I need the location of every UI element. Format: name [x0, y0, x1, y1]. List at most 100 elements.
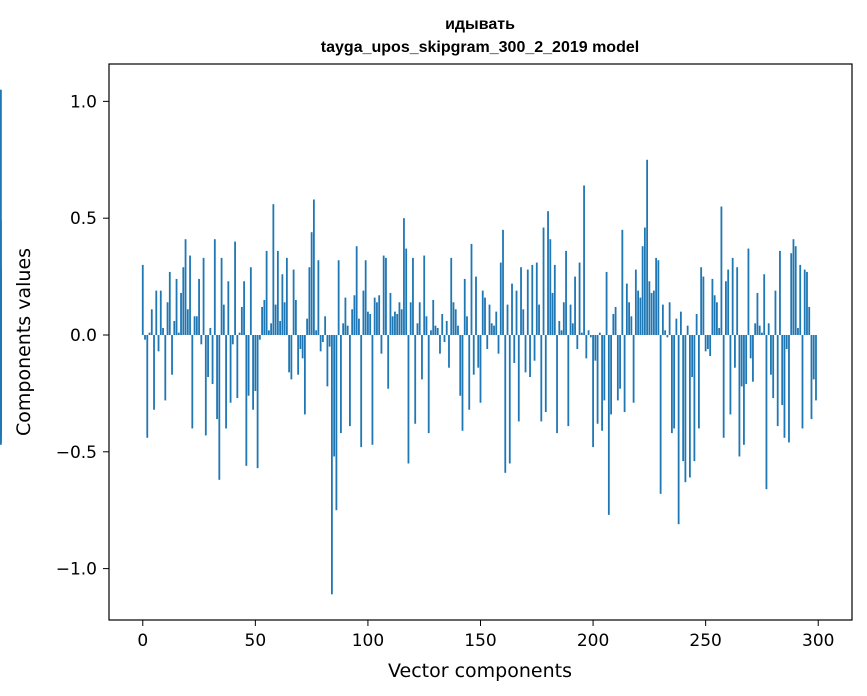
- bar-143: [463, 278, 466, 335]
- y-tick-label-4: 1.0: [70, 92, 97, 112]
- bar-208: [610, 334, 612, 415]
- bar-73: [306, 318, 309, 335]
- bar-295: [806, 271, 808, 335]
- bar-61: [279, 320, 282, 335]
- bar-52: [258, 334, 261, 340]
- bar-219: [634, 269, 637, 335]
- bar-218: [632, 334, 635, 403]
- bar-237: [675, 318, 678, 335]
- bar-110: [389, 292, 392, 335]
- bar-46: [245, 334, 248, 466]
- bar-34: [218, 334, 221, 480]
- x-tick-label-0: 0: [137, 631, 148, 651]
- bar-151: [481, 290, 484, 335]
- bar-259: [725, 281, 727, 335]
- bar-222: [641, 246, 644, 335]
- bar-60: [276, 250, 279, 335]
- bar-115: [400, 309, 403, 335]
- bar-196: [583, 185, 585, 335]
- bar-161: [504, 334, 507, 473]
- bar-252: [709, 334, 712, 357]
- bar-253: [711, 278, 714, 335]
- bar-169: [522, 309, 525, 335]
- bar-57: [270, 323, 273, 335]
- bar-103: [373, 297, 376, 335]
- bar-153: [486, 334, 489, 350]
- bar-127: [427, 334, 430, 434]
- bar-109: [387, 334, 390, 389]
- bar-29: [207, 334, 209, 378]
- bar-160: [502, 229, 504, 335]
- bar-175: [535, 262, 538, 335]
- bar-263: [734, 334, 736, 368]
- bar-39: [229, 334, 232, 403]
- bar-49: [252, 334, 254, 410]
- bar-41: [234, 241, 236, 335]
- bar-135: [445, 320, 448, 335]
- bar-240: [682, 334, 685, 462]
- bar-18: [182, 267, 185, 335]
- bar-187: [562, 302, 565, 335]
- bar-33: [216, 334, 218, 420]
- bar-136: [448, 334, 450, 368]
- bar-274: [758, 325, 761, 335]
- chart-subtitle: tayga_upos_skipgram_300_2_2019 model: [321, 39, 639, 56]
- bar-13: [171, 334, 173, 375]
- bar-245: [693, 334, 696, 462]
- bar-170: [524, 334, 527, 373]
- bar-24: [195, 316, 198, 335]
- bar-90: [344, 297, 347, 335]
- bar-14: [173, 320, 176, 335]
- bar-279: [770, 334, 772, 375]
- bar-157: [495, 311, 498, 335]
- bar-168: [520, 267, 522, 335]
- bar-53: [261, 306, 263, 335]
- bar-182: [551, 292, 554, 335]
- bar-155: [490, 323, 493, 335]
- bar-145: [468, 334, 471, 410]
- bar-254: [713, 295, 716, 335]
- bar-120: [412, 257, 414, 335]
- bar-98: [362, 290, 365, 335]
- bar-23: [193, 316, 196, 335]
- bar-12: [168, 271, 171, 335]
- bar-189: [567, 334, 570, 427]
- x-tick-label-6: 300: [802, 631, 834, 651]
- bar-156: [493, 325, 495, 335]
- bar-205: [603, 334, 606, 401]
- bar-116: [403, 218, 405, 335]
- bar-54: [263, 299, 266, 335]
- bar-86: [335, 334, 338, 511]
- bar-74: [308, 267, 311, 335]
- bar-11: [166, 302, 169, 335]
- bar-243: [688, 334, 691, 478]
- bar-286: [785, 334, 788, 350]
- bar-94: [353, 295, 356, 335]
- bar-264: [736, 267, 739, 335]
- bar-256: [718, 327, 721, 335]
- bar-154: [488, 304, 491, 335]
- bar-9: [162, 327, 164, 335]
- bar-186: [560, 330, 563, 335]
- bar-40: [231, 334, 234, 345]
- bar-232: [664, 330, 667, 335]
- bar-273: [756, 292, 759, 335]
- bar-93: [351, 309, 354, 335]
- bar-242: [686, 325, 689, 335]
- bar-25: [198, 278, 200, 335]
- bar-224: [646, 159, 649, 335]
- bar-292: [799, 264, 802, 335]
- bar-220: [637, 290, 640, 335]
- bar-277: [765, 334, 768, 490]
- bar-51: [256, 334, 259, 469]
- bar-37: [225, 334, 227, 429]
- bar-293: [801, 334, 804, 429]
- bar-112: [394, 311, 396, 335]
- bar-185: [558, 320, 561, 335]
- bar-202: [596, 334, 599, 424]
- bar-101: [369, 313, 372, 335]
- bar-258: [722, 334, 725, 438]
- bar-223: [643, 227, 646, 335]
- bar-204: [601, 334, 603, 431]
- bar-92: [349, 334, 351, 427]
